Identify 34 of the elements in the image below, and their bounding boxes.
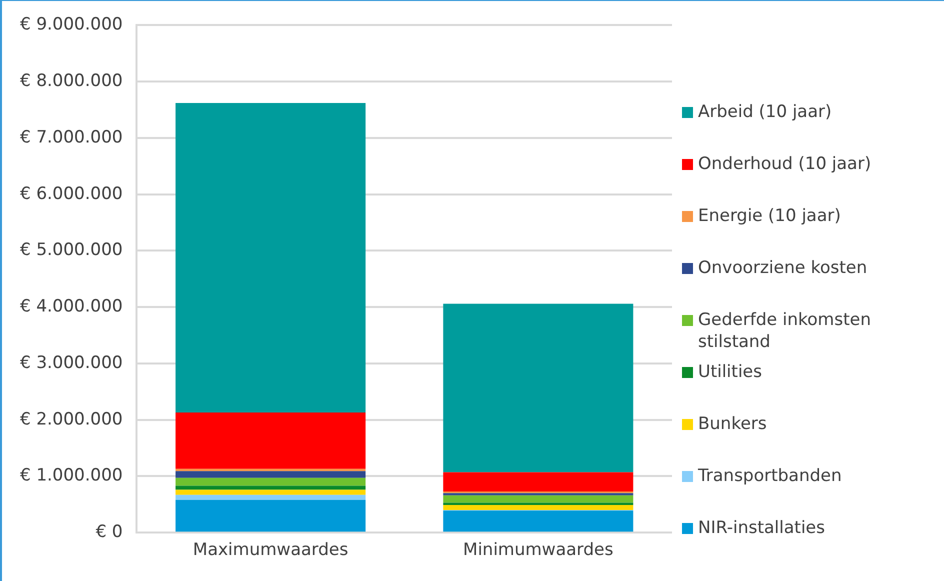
y-tick-label: € 7.000.000 — [20, 127, 123, 148]
bar — [176, 478, 366, 486]
legend-label: Transportbanden — [698, 465, 843, 487]
legend-label: NIR-installaties — [698, 517, 826, 539]
x-tick-label: Minimumwaardes — [463, 540, 614, 560]
bar — [176, 500, 366, 532]
y-tick-label: € 3.000.000 — [20, 352, 123, 373]
bar — [176, 486, 366, 490]
y-tick-label: € 8.000.000 — [20, 71, 123, 91]
y-tick-label: € 5.000.000 — [20, 240, 123, 260]
y-tick-label: € 9.000.000 — [20, 14, 123, 35]
legend-label: Utilities — [698, 361, 763, 383]
legend-label: Bunkers — [698, 413, 768, 435]
bar — [176, 471, 366, 478]
legend-label: Onderhoud (10 jaar) — [698, 153, 872, 175]
y-tick-label: € 4.000.000 — [20, 296, 123, 317]
bar — [176, 490, 366, 495]
legend-label: Energie (10 jaar) — [698, 205, 842, 227]
y-tick-label: € 2.000.000 — [20, 409, 123, 430]
y-tick-label: € 6.000.000 — [20, 184, 123, 204]
bar — [443, 510, 634, 532]
x-tick-label: Maximumwaardes — [192, 540, 348, 560]
bar — [443, 304, 634, 472]
legend-label: Onvoorziene kosten — [698, 257, 868, 279]
bar — [443, 472, 634, 492]
bar — [443, 495, 634, 503]
bar — [176, 412, 366, 469]
bar — [176, 494, 366, 500]
legend-label: Gederfde inkomsten stilstand — [698, 309, 872, 353]
y-tick-label: € 0 — [96, 522, 123, 542]
y-tick-label: € 1.000.000 — [20, 466, 123, 486]
bar — [443, 504, 634, 510]
bar — [176, 103, 366, 413]
legend-label: Arbeid (10 jaar) — [698, 101, 833, 123]
